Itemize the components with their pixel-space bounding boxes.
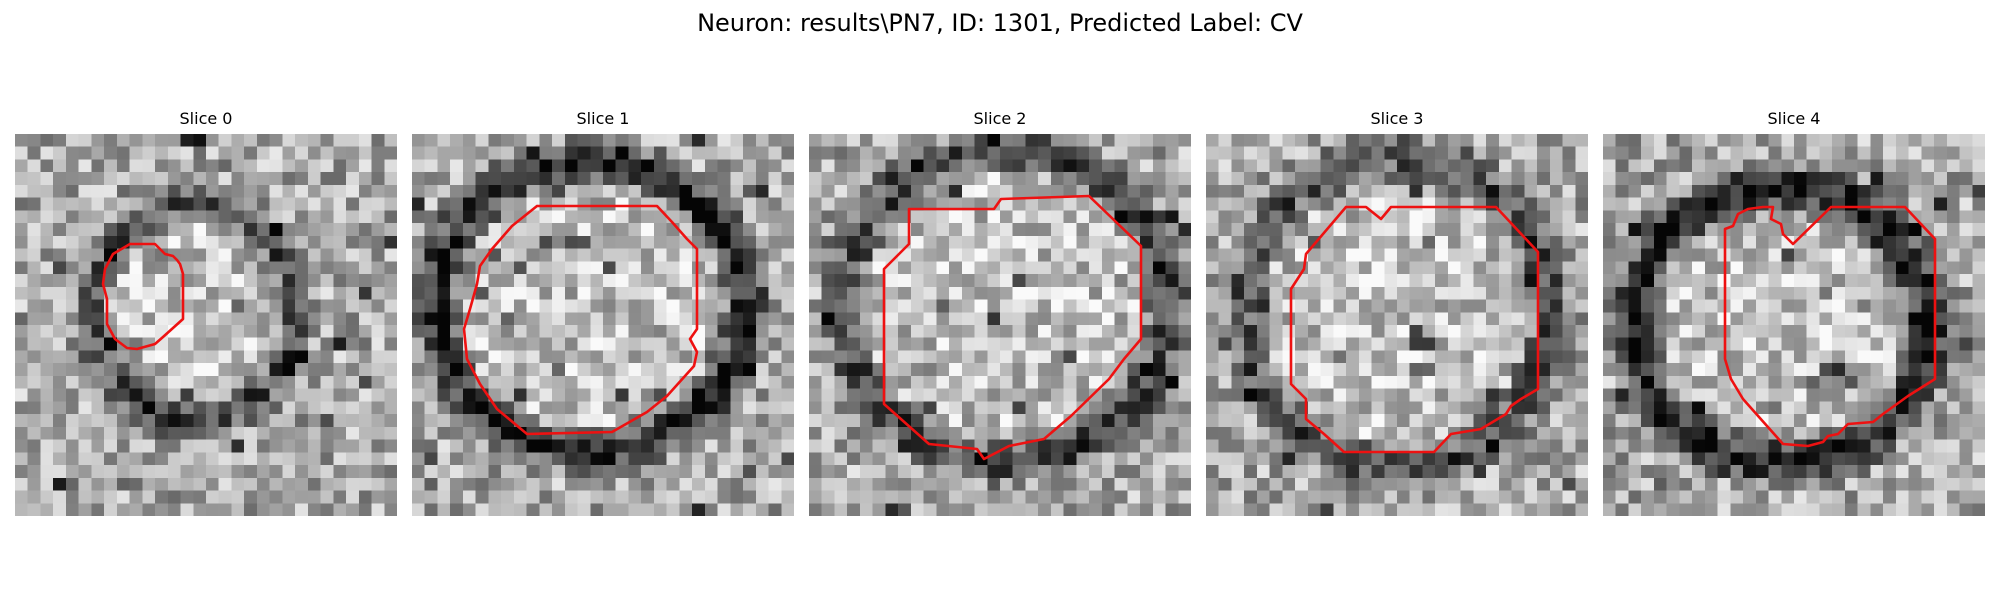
slice-panel-1: Slice 1 — [412, 108, 794, 524]
contour-overlay-4 — [1723, 205, 1937, 448]
slice-image-3 — [1206, 134, 1588, 516]
contour-overlay-1 — [462, 204, 699, 436]
slice-image-1 — [412, 134, 794, 516]
slice-panel-0: Slice 0 — [15, 108, 397, 524]
slice-panel-4: Slice 4 — [1603, 108, 1985, 524]
slice-title-3: Slice 3 — [1370, 109, 1424, 128]
segmentation-contour-4 — [1723, 205, 1937, 448]
slice-image-2 — [809, 134, 1191, 516]
micrograph-0 — [15, 134, 397, 516]
slice-title-1: Slice 1 — [576, 109, 630, 128]
slice-panel-3: Slice 3 — [1206, 108, 1588, 524]
contour-overlay-2 — [882, 194, 1143, 461]
slice-title-0: Slice 0 — [179, 109, 233, 128]
micrograph-4 — [1603, 134, 1985, 516]
slice-title-4: Slice 4 — [1767, 109, 1821, 128]
contour-overlay-0 — [101, 242, 185, 351]
figure-title: Neuron: results\PN7, ID: 1301, Predicted… — [697, 9, 1303, 37]
segmentation-contour-0 — [101, 242, 185, 351]
micrograph-2 — [809, 134, 1191, 516]
segmentation-contour-2 — [882, 194, 1143, 461]
segmentation-contour-1 — [462, 204, 699, 436]
contour-overlay-3 — [1289, 205, 1540, 454]
segmentation-contour-3 — [1289, 205, 1540, 454]
micrograph-1 — [412, 134, 794, 516]
slice-title-2: Slice 2 — [973, 109, 1027, 128]
slice-image-4 — [1603, 134, 1985, 516]
slice-panel-2: Slice 2 — [809, 108, 1191, 524]
slice-image-0 — [15, 134, 397, 516]
